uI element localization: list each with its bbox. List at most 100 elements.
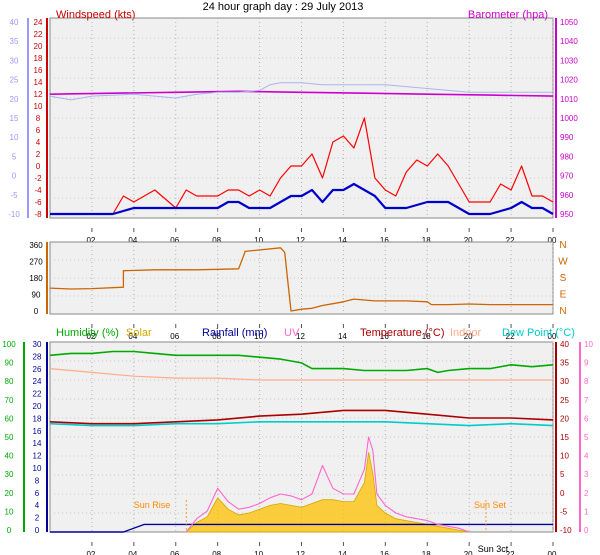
y-tick-label: E [560, 290, 567, 301]
y-tick-label: 25 [10, 76, 19, 85]
windspeed-label: Windspeed (kts) [56, 9, 135, 21]
y-tick-label: 1020 [560, 76, 578, 85]
y-tick-label: 20 [560, 414, 569, 423]
temp-humidity-panel: Humidity (%) Solar Rainfall (mm) UV Temp… [2, 327, 593, 555]
x-tick-label: 20 [464, 236, 473, 245]
y-tick-label: 30 [33, 340, 42, 349]
y-tick-label: 16 [34, 66, 43, 75]
y-tick-label: 990 [560, 133, 574, 142]
wind-baro-panel: Windspeed (kts) Barometer (hpa) 02 04 06 08… [8, 9, 578, 245]
legend-uv: UV [284, 327, 300, 339]
y-tick-label: S [560, 273, 567, 284]
y-tick-label: 0 [34, 307, 39, 316]
y-tick-label: -10 [8, 210, 20, 219]
windspeed-line [50, 117, 554, 215]
y-tick-label: 18 [34, 54, 43, 63]
page-title: 24 hour graph day : 29 July 2013 [203, 1, 364, 13]
legend-solar: Solar [126, 327, 152, 339]
x-tick-label: 16 [380, 236, 389, 245]
x-tick-label: 14 [338, 236, 347, 245]
sun-3ct-label: Sun 3ct [478, 544, 509, 554]
y-tick-label: 20 [33, 402, 42, 411]
y-tick-label: -8 [34, 210, 42, 219]
indoor-temperature-line [49, 368, 553, 381]
wind-baro-ticks: 02 04 06 08 10 12 14 16 18 20 22 004035302520151050… [8, 18, 578, 245]
y-tick-label: 0 [35, 526, 40, 535]
dew-point-line [49, 420, 554, 427]
barometer-secondary-line [49, 82, 553, 101]
y-tick-label: 15 [560, 433, 569, 442]
y-tick-label: -6 [34, 198, 42, 207]
y-tick-label: 8 [36, 114, 41, 123]
y-tick-label: 25 [560, 396, 569, 405]
y-tick-label: 0 [12, 172, 17, 181]
legend-dew-point: Dew Point (°C) [502, 327, 575, 339]
humidity-line [49, 350, 554, 374]
rainfall-line [50, 523, 553, 533]
y-tick-label: 960 [560, 191, 574, 200]
x-tick-label: 04 [128, 236, 137, 245]
y-tick-label: 4 [584, 452, 589, 461]
temp-humidity-series [49, 350, 554, 533]
y-tick-label: 30 [10, 56, 19, 65]
x-tick-label: 00 [548, 236, 557, 245]
temp-humidity-legend: Humidity (%) Solar Rainfall (mm) UV Temp… [56, 327, 575, 339]
y-tick-label: 20 [10, 95, 19, 104]
y-tick-label: 20 [34, 42, 43, 51]
x-tick-label: 12 [296, 236, 305, 245]
y-tick-label: 70 [5, 396, 14, 405]
legend-indoor: Indoor [450, 327, 482, 339]
y-tick-label: 180 [29, 274, 43, 283]
y-tick-label: 1050 [560, 18, 578, 27]
y-tick-label: 12 [34, 90, 43, 99]
y-tick-label: 1010 [560, 95, 578, 104]
x-tick-label: 18 [422, 550, 431, 555]
legend-humidity: Humidity (%) [56, 327, 119, 339]
y-tick-label: 1030 [560, 56, 578, 65]
y-tick-label: 35 [10, 37, 19, 46]
x-tick-label: 14 [338, 332, 347, 341]
x-tick-label: 20 [464, 550, 473, 555]
uv-line [185, 436, 470, 533]
x-tick-label: 04 [128, 550, 137, 555]
y-tick-label: 10 [5, 507, 14, 516]
legend-rainfall: Rainfall (mm) [202, 327, 267, 339]
wind-direction-series [49, 247, 553, 312]
y-tick-label: 8 [584, 377, 589, 386]
y-tick-label: 20 [5, 489, 14, 498]
x-tick-label: 08 [212, 236, 221, 245]
x-tick-label: 16 [380, 332, 389, 341]
barometer-label: Barometer (hpa) [468, 9, 548, 21]
y-tick-label: 14 [33, 439, 42, 448]
y-tick-label: 60 [5, 414, 14, 423]
y-tick-label: 2 [584, 489, 589, 498]
y-tick-label: 12 [33, 452, 42, 461]
y-tick-label: 1040 [560, 37, 578, 46]
y-tick-label: 0 [36, 162, 41, 171]
y-tick-label: 40 [5, 452, 14, 461]
y-tick-label: -5 [560, 507, 568, 516]
x-tick-label: 18 [422, 236, 431, 245]
y-tick-label: 10 [34, 102, 43, 111]
y-tick-label: 1000 [560, 114, 578, 123]
temp-humidity-plot-area [49, 341, 554, 533]
x-tick-label: 08 [212, 550, 221, 555]
y-tick-label: 6 [36, 126, 41, 135]
y-tick-label: 6 [35, 489, 40, 498]
y-tick-label: 360 [29, 241, 43, 250]
y-tick-label: 14 [34, 78, 43, 87]
y-tick-label: 5 [560, 470, 565, 479]
y-tick-label: 24 [34, 18, 43, 27]
y-tick-label: 980 [560, 152, 574, 161]
sun-set-label: Sun Set [474, 500, 507, 510]
x-tick-label: 02 [86, 236, 95, 245]
x-tick-label: 18 [422, 332, 431, 341]
y-tick-label: -4 [34, 186, 42, 195]
y-tick-label: 40 [560, 340, 569, 349]
y-tick-label: 28 [33, 352, 42, 361]
y-tick-label: 15 [10, 114, 19, 123]
y-tick-label: 35 [560, 359, 569, 368]
x-tick-label: 06 [170, 236, 179, 245]
y-tick-label: 26 [33, 365, 42, 374]
